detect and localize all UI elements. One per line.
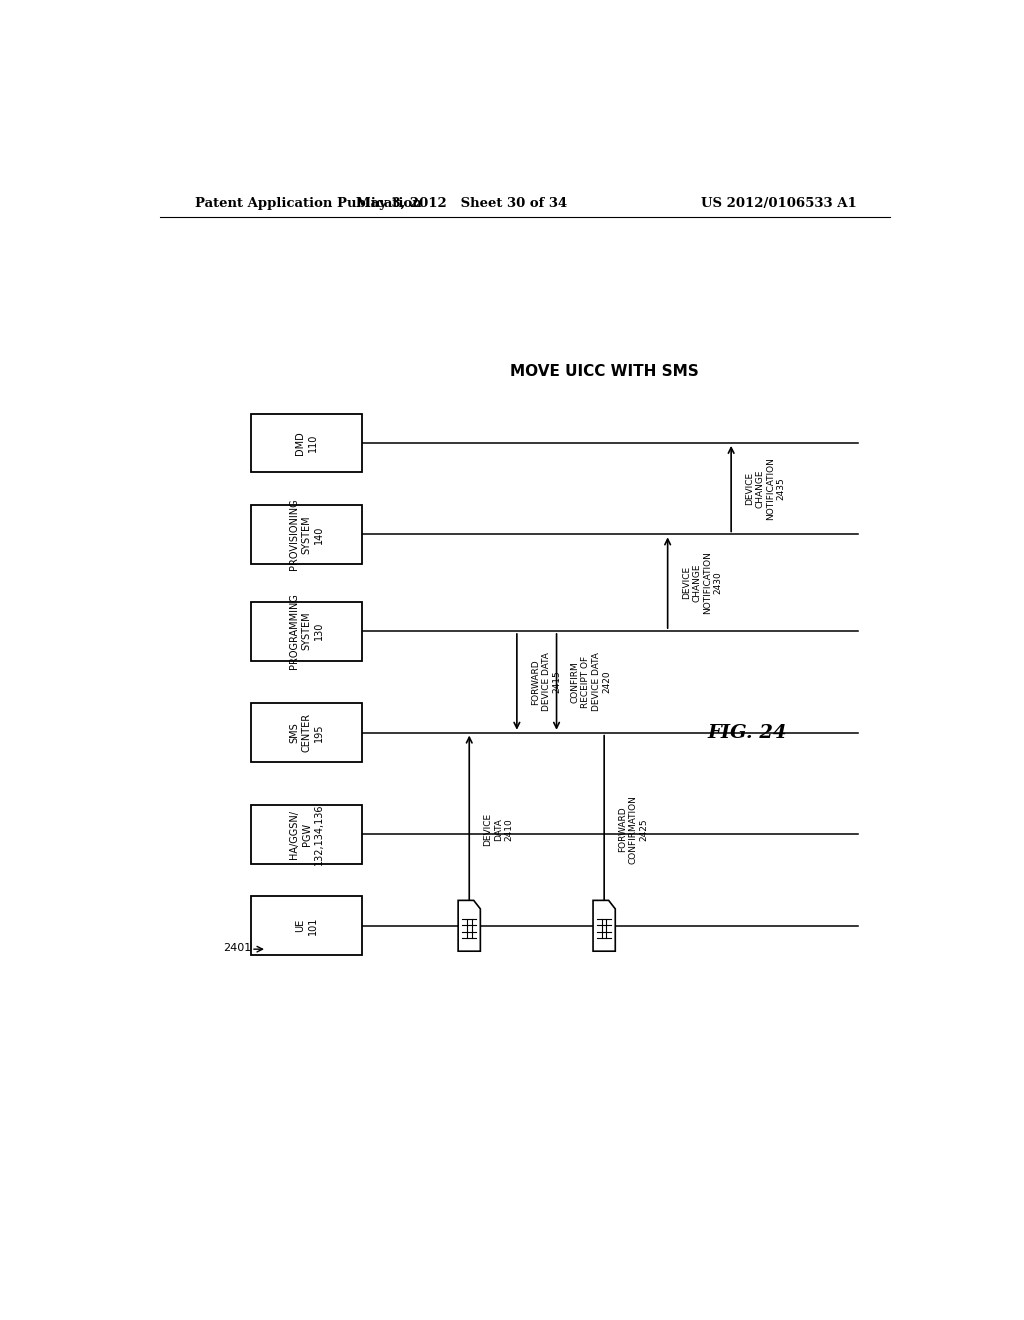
Text: FIG. 24: FIG. 24 (708, 723, 786, 742)
Text: DEVICE
CHANGE
NOTIFICATION
2430: DEVICE CHANGE NOTIFICATION 2430 (682, 552, 722, 614)
Text: SMS
CENTER
195: SMS CENTER 195 (289, 713, 324, 752)
Polygon shape (458, 900, 480, 952)
Text: DEVICE
DATA
2410: DEVICE DATA 2410 (483, 813, 513, 846)
Text: FORWARD
CONFIRMATION
2425: FORWARD CONFIRMATION 2425 (618, 795, 648, 863)
Text: 2401: 2401 (223, 944, 251, 953)
Text: DMD
110: DMD 110 (295, 432, 317, 455)
Text: UE
101: UE 101 (295, 916, 317, 935)
Bar (251, 805, 362, 863)
Bar (251, 413, 362, 473)
Bar (251, 704, 362, 762)
Text: DEVICE
CHANGE
NOTIFICATION
2435: DEVICE CHANGE NOTIFICATION 2435 (745, 457, 785, 520)
Text: FORWARD
DEVICE DATA
2415: FORWARD DEVICE DATA 2415 (531, 652, 561, 711)
Text: May 3, 2012   Sheet 30 of 34: May 3, 2012 Sheet 30 of 34 (355, 197, 567, 210)
Text: PROVISIONING
SYSTEM
140: PROVISIONING SYSTEM 140 (289, 499, 324, 570)
Bar (251, 602, 362, 660)
Text: MOVE UICC WITH SMS: MOVE UICC WITH SMS (510, 364, 698, 379)
Polygon shape (593, 900, 615, 952)
Text: PROGRAMMING
SYSTEM
130: PROGRAMMING SYSTEM 130 (289, 593, 324, 669)
Bar (251, 506, 362, 564)
Bar (251, 896, 362, 956)
Text: Patent Application Publication: Patent Application Publication (196, 197, 422, 210)
Text: HA/GGSN/
PGW
132,134,136: HA/GGSN/ PGW 132,134,136 (289, 804, 324, 865)
Text: CONFIRM
RECEIPT OF
DEVICE DATA
2420: CONFIRM RECEIPT OF DEVICE DATA 2420 (570, 652, 611, 711)
Text: US 2012/0106533 A1: US 2012/0106533 A1 (700, 197, 857, 210)
